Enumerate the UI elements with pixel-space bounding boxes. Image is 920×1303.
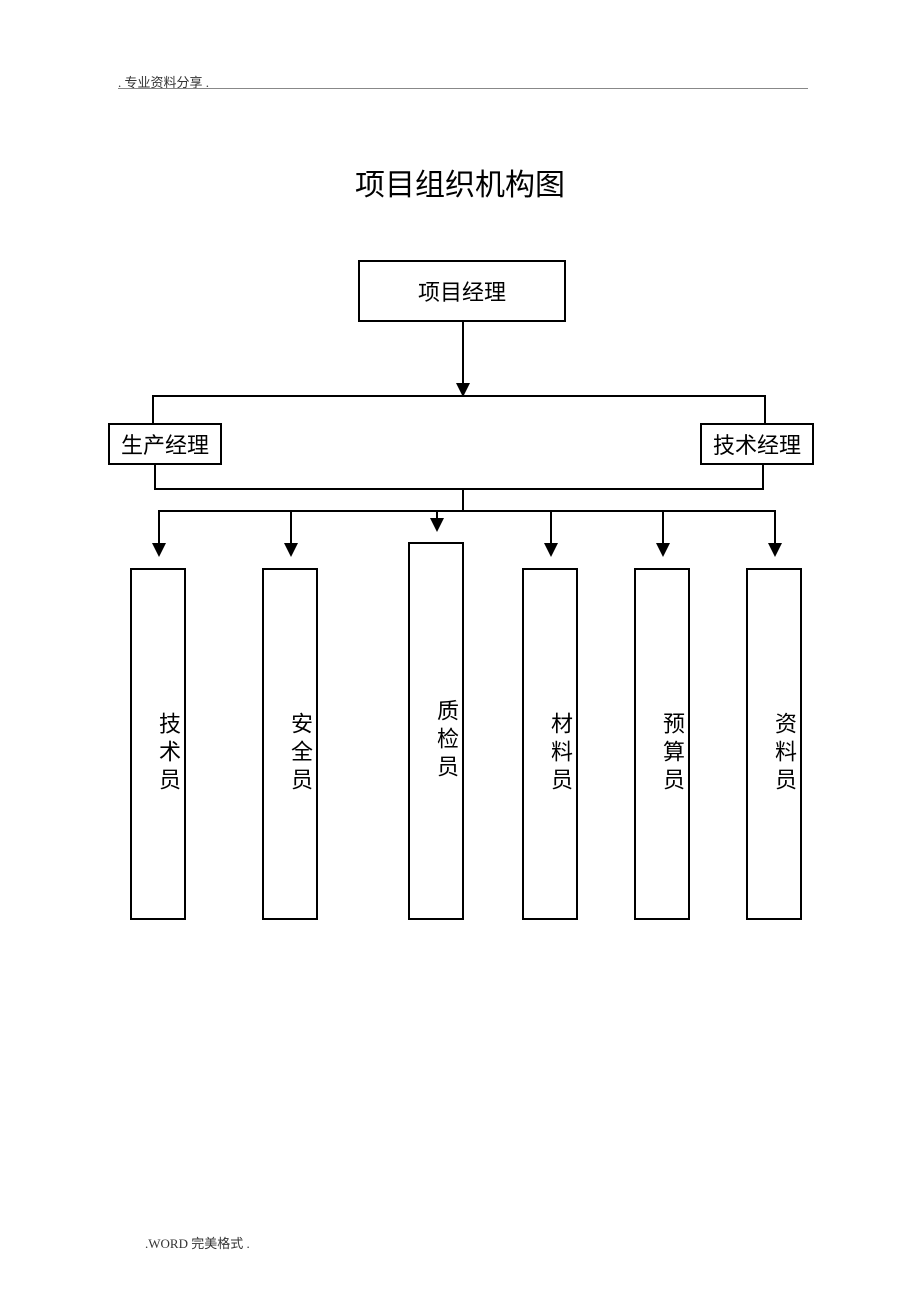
connector-line xyxy=(290,510,292,545)
connector-line xyxy=(550,510,552,545)
connector-line xyxy=(764,395,766,425)
connector-line xyxy=(462,322,464,385)
arrowhead-icon xyxy=(430,518,444,532)
connector-line xyxy=(152,395,154,425)
connector-line xyxy=(462,488,464,512)
connector-line xyxy=(774,510,776,545)
org-node-label: 生产经理 xyxy=(121,428,209,460)
connector-line xyxy=(154,465,156,490)
org-node-label: 资料员 xyxy=(768,712,800,796)
org-node-label: 项目经理 xyxy=(418,275,506,307)
org-node-label: 预算员 xyxy=(656,712,688,796)
org-node-label: 安全员 xyxy=(284,712,316,796)
connector-line xyxy=(152,395,766,397)
connector-line xyxy=(154,488,764,490)
org-node-label: 质检员 xyxy=(430,699,462,783)
org-node-m2: 技术经理 xyxy=(700,423,814,465)
org-node-leaf3: 质检员 xyxy=(408,542,464,920)
arrowhead-icon xyxy=(284,543,298,557)
footer-label: .WORD 完美格式 . xyxy=(145,1233,250,1252)
arrowhead-icon xyxy=(544,543,558,557)
org-node-label: 技术员 xyxy=(152,712,184,796)
arrowhead-icon xyxy=(656,543,670,557)
org-node-label: 材料员 xyxy=(544,712,576,796)
org-node-label: 技术经理 xyxy=(713,428,801,460)
org-node-leaf1: 技术员 xyxy=(130,568,186,920)
org-node-root: 项目经理 xyxy=(358,260,566,322)
org-node-m1: 生产经理 xyxy=(108,423,222,465)
org-node-leaf4: 材料员 xyxy=(522,568,578,920)
connector-line xyxy=(762,465,764,490)
org-node-leaf2: 安全员 xyxy=(262,568,318,920)
org-node-leaf5: 预算员 xyxy=(634,568,690,920)
org-node-leaf6: 资料员 xyxy=(746,568,802,920)
arrowhead-icon xyxy=(152,543,166,557)
connector-line xyxy=(662,510,664,545)
arrowhead-icon xyxy=(768,543,782,557)
header-rule xyxy=(118,88,808,89)
connector-line xyxy=(158,510,160,545)
connector-line xyxy=(158,510,776,512)
page-title: 项目组织机构图 xyxy=(0,160,920,204)
